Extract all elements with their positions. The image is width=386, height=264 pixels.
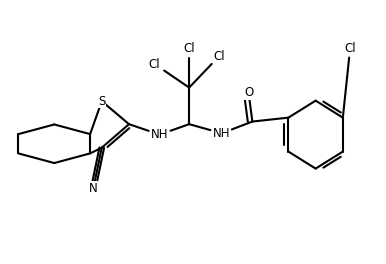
Text: Cl: Cl	[213, 50, 225, 63]
Text: Cl: Cl	[183, 42, 195, 55]
Text: Cl: Cl	[149, 58, 161, 70]
Text: NH: NH	[213, 127, 230, 140]
Text: O: O	[244, 86, 253, 99]
Text: Cl: Cl	[344, 42, 356, 55]
Text: S: S	[98, 95, 105, 108]
Text: NH: NH	[151, 128, 168, 141]
Text: N: N	[89, 182, 98, 195]
